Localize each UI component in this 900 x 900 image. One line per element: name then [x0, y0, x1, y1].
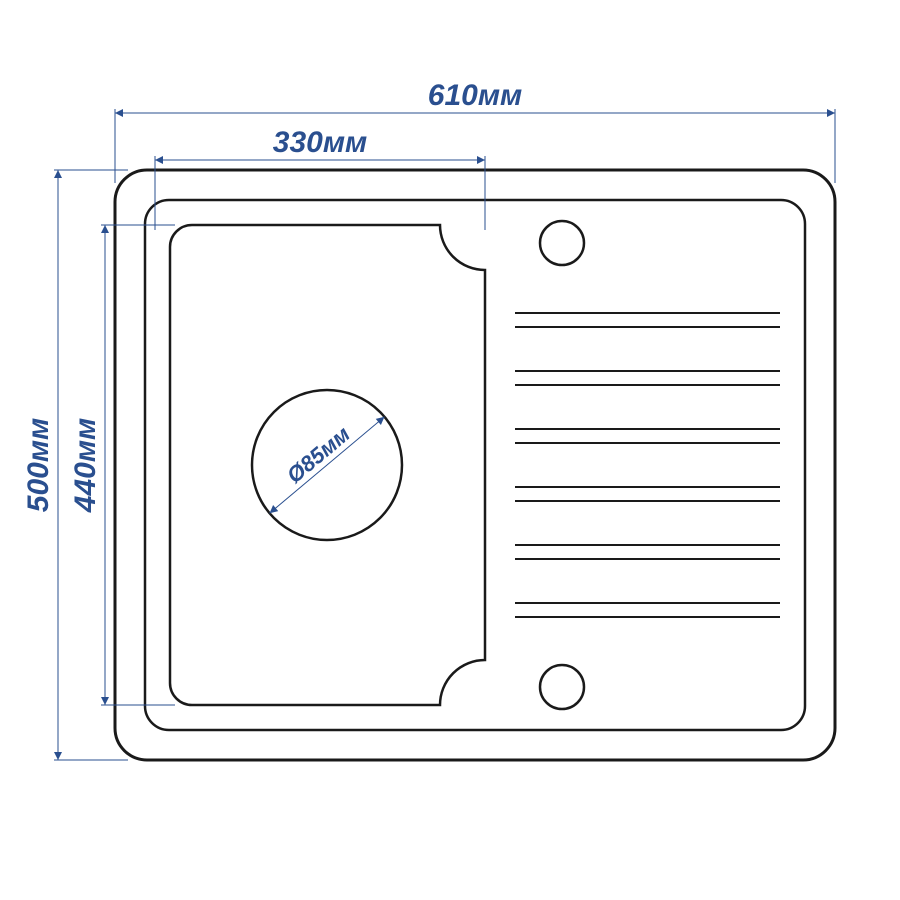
dim-height-bowl: 440мм [69, 418, 102, 513]
dim-height-outer: 500мм [22, 418, 55, 512]
tap-hole-bot [540, 665, 584, 709]
drain-diameter-label: Ø85мм [282, 421, 355, 488]
tap-hole-top [540, 221, 584, 265]
dim-width-bowl: 330мм [273, 126, 367, 159]
dim-width-outer: 610мм [428, 79, 522, 112]
